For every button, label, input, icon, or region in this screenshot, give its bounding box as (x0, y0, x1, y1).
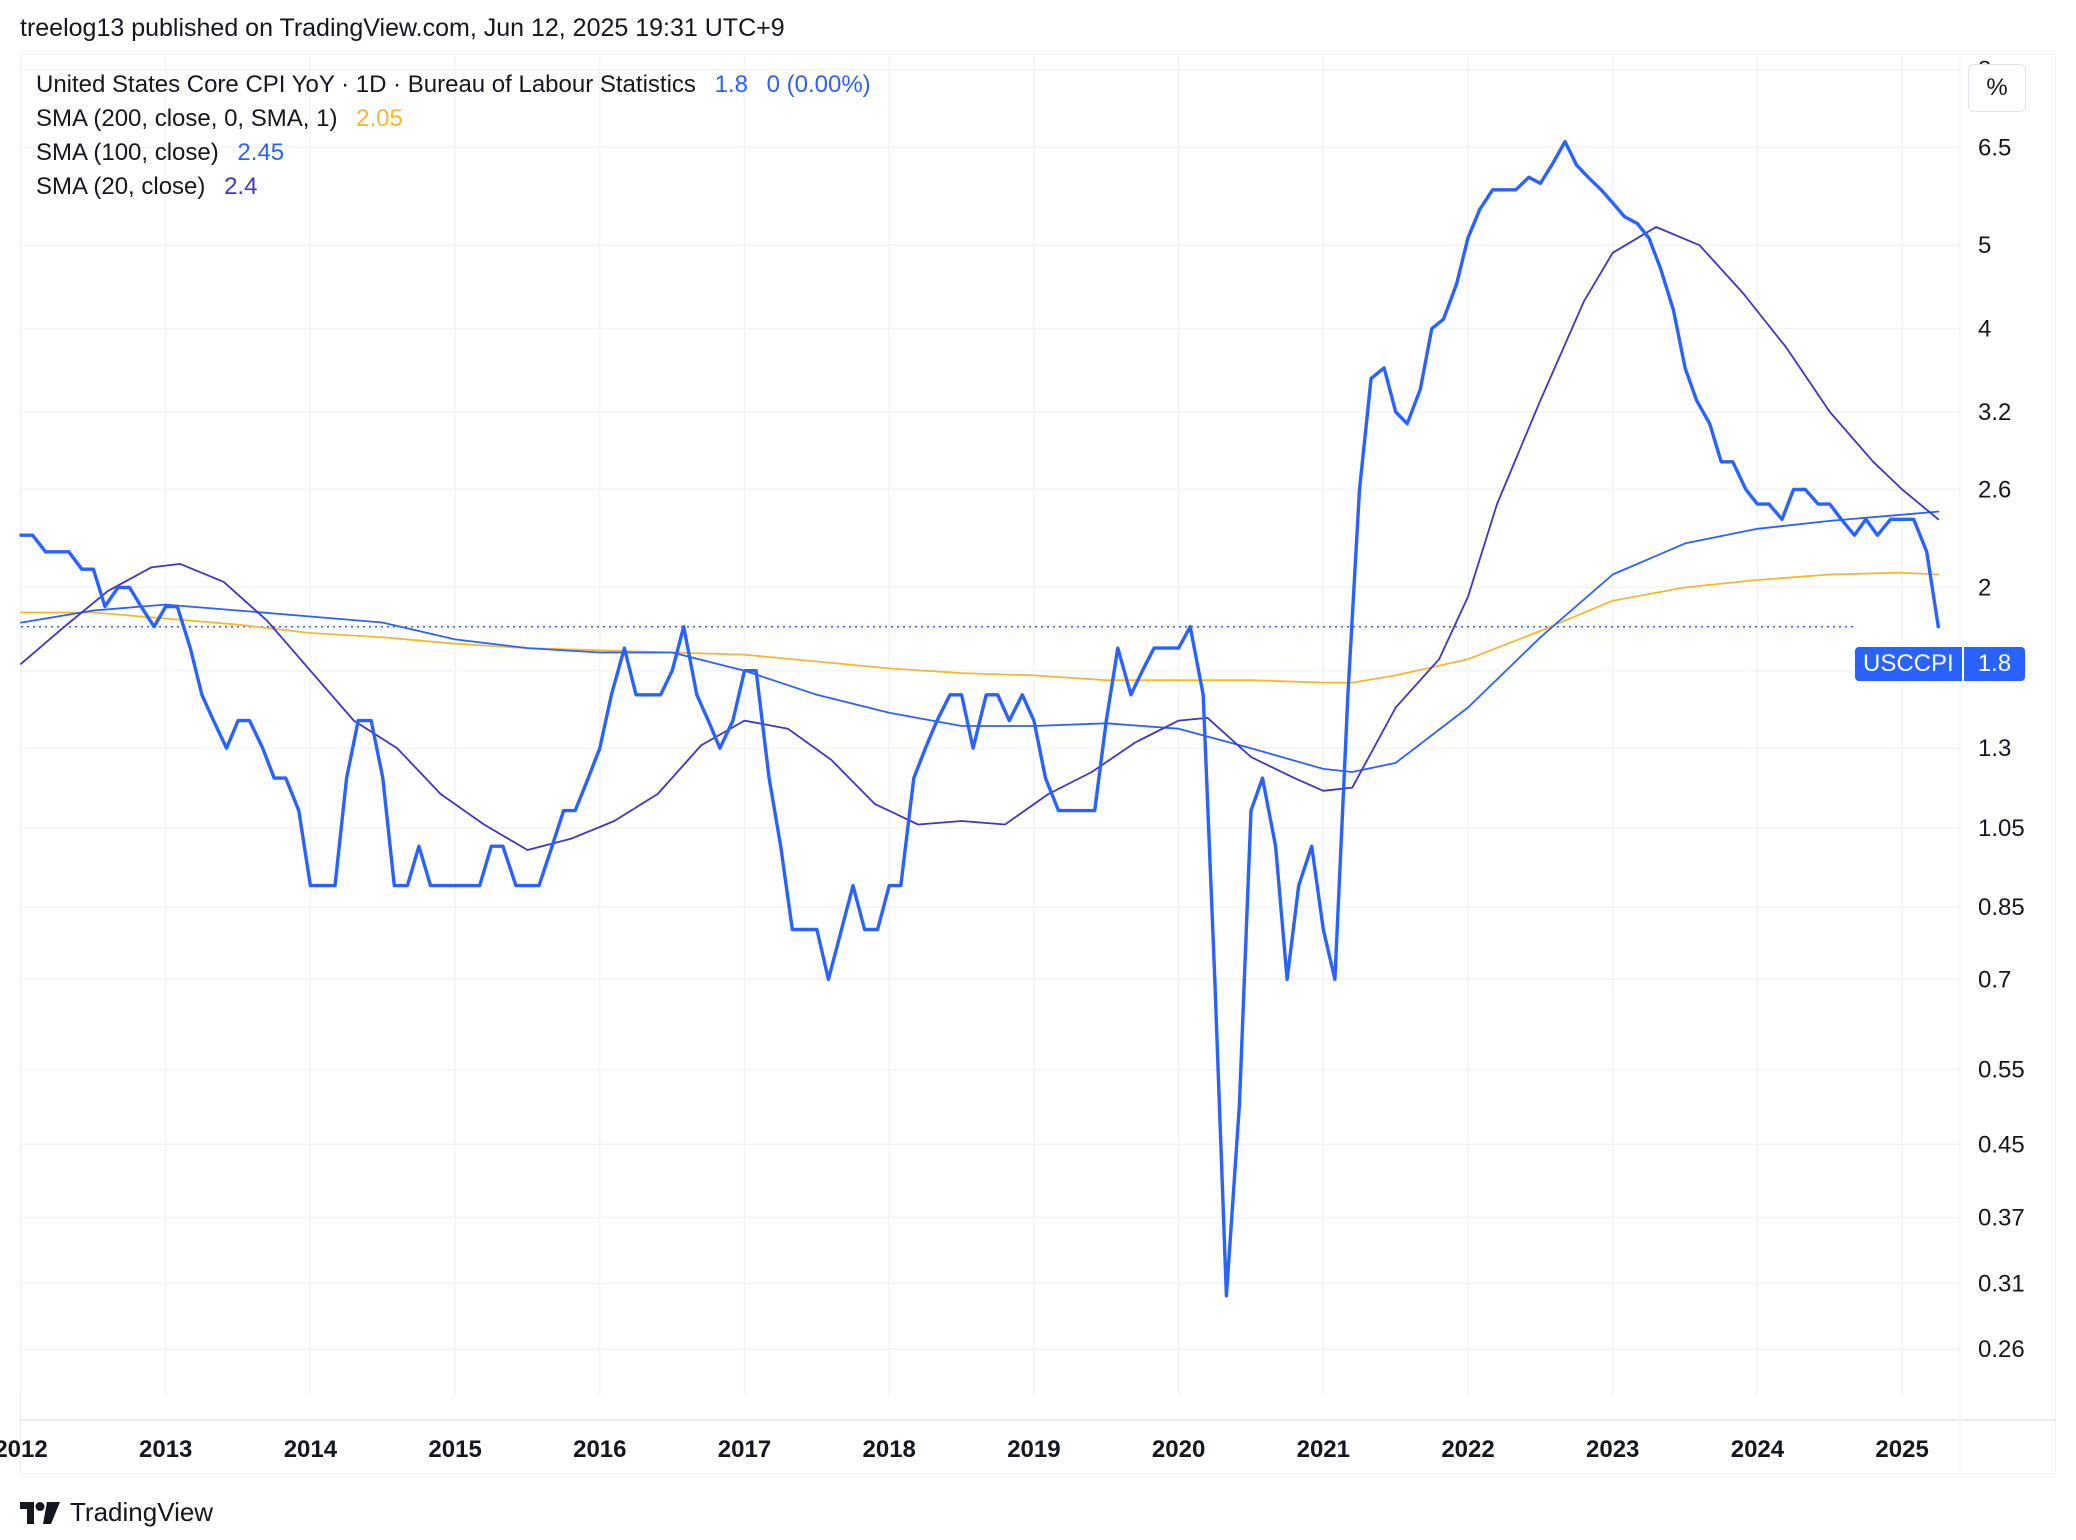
y-tick-label: 1.05 (1978, 815, 2025, 842)
y-tick-label: 0.45 (1978, 1131, 2025, 1158)
y-tick-label: 0.26 (1978, 1336, 2025, 1363)
legend-sma20[interactable]: SMA (20, close) 2.4 (36, 170, 871, 204)
x-tick-label: 2013 (139, 1436, 192, 1463)
x-axis: 2012 2013 2014 2015 2016 2017 2018 2019 2020 2021… (0, 1436, 1929, 1463)
legend-sma200[interactable]: SMA (200, close, 0, SMA, 1) 2.05 (36, 102, 871, 136)
x-tick-label: 2015 (428, 1436, 481, 1463)
footer-brand-text: TradingView (70, 1497, 214, 1527)
series-line-2 (20, 510, 1940, 773)
price-tag-symbol: USCCPI (1855, 647, 1962, 681)
x-tick-label: 2020 (1152, 1436, 1205, 1463)
legend-sma20-label: SMA (20, close) (36, 173, 206, 200)
y-tick-label: 0.85 (1978, 894, 2025, 921)
y-tick-label: 2 (1978, 574, 1991, 601)
legend-sma200-label: SMA (200, close, 0, SMA, 1) (36, 105, 338, 132)
y-tick-label: 4 (1978, 316, 1991, 343)
price-tag-value: 1.8 (1963, 647, 2026, 681)
x-tick-label: 2022 (1441, 1436, 1494, 1463)
y-tick-label: 0.31 (1978, 1271, 2025, 1298)
x-tick-label: 2014 (284, 1436, 338, 1463)
x-tick-label: 2012 (0, 1436, 48, 1463)
last-price-tag: USCCPI 1.8 (1855, 647, 2026, 681)
y-tick-label: 0.7 (1978, 966, 2011, 993)
legend-sma20-value: 2.4 (224, 173, 258, 200)
x-tick-label: 2025 (1875, 1436, 1928, 1463)
legend-main-change: 0 (0.00%) (766, 71, 871, 98)
tradingview-logo-icon (20, 1501, 60, 1524)
x-tick-label: 2024 (1731, 1436, 1785, 1463)
legend-main[interactable]: United States Core CPI YoY · 1D · Bureau… (36, 68, 871, 102)
legend-sma100-value: 2.45 (237, 139, 285, 166)
series-line-3 (20, 226, 1940, 851)
y-tick-label: 5 (1978, 232, 1991, 259)
x-tick-label: 2016 (573, 1436, 626, 1463)
x-tick-label: 2021 (1297, 1436, 1350, 1463)
footer-brand[interactable]: TradingView (20, 1497, 213, 1528)
x-tick-label: 2018 (863, 1436, 916, 1463)
legend-main-label: United States Core CPI YoY · 1D · Bureau… (36, 71, 696, 98)
y-tick-label: 2.6 (1978, 476, 2011, 503)
x-tick-label: 2019 (1007, 1436, 1060, 1463)
x-tick-label: 2023 (1586, 1436, 1639, 1463)
x-tick-label: 2017 (718, 1436, 771, 1463)
series-lines (19, 139, 1941, 1298)
y-tick-label: 3.2 (1978, 399, 2011, 426)
legend-sma100[interactable]: SMA (100, close) 2.45 (36, 136, 871, 170)
series-line-1 (20, 571, 1940, 684)
unit-toggle-button[interactable]: % (1968, 64, 2026, 112)
y-tick-label: 6.5 (1978, 134, 2011, 161)
y-tick-label: 1.3 (1978, 735, 2011, 762)
legend: United States Core CPI YoY · 1D · Bureau… (36, 68, 871, 204)
series-line-0 (19, 139, 1941, 1298)
published-line: treelog13 published on TradingView.com, … (20, 14, 785, 42)
legend-main-value: 1.8 (714, 71, 748, 98)
grid-lines (20, 56, 2056, 1474)
legend-sma200-value: 2.05 (356, 105, 403, 132)
y-axis: 86.5543.22.621.61.31.050.850.70.550.450.… (1978, 57, 2025, 1363)
legend-sma100-label: SMA (100, close) (36, 139, 219, 166)
y-tick-label: 0.55 (1978, 1056, 2025, 1083)
y-tick-label: 0.37 (1978, 1204, 2025, 1231)
